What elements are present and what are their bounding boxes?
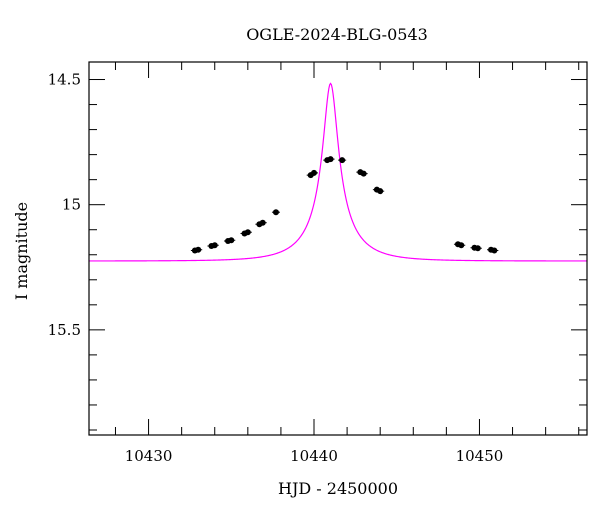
axis-tick-labels: 10430 10440 10450 14.5 15 15.5 — [48, 71, 504, 465]
y-tick-label: 15 — [62, 196, 81, 214]
data-point — [311, 169, 318, 176]
y-tick-label: 15.5 — [48, 321, 81, 339]
data-point — [474, 245, 481, 252]
data-point — [458, 242, 465, 249]
data-point — [211, 242, 218, 249]
data-point — [228, 237, 235, 244]
data-point — [360, 170, 367, 177]
data-point — [339, 157, 346, 164]
plot-frame — [88, 61, 588, 436]
model-curve — [89, 82, 587, 262]
x-tick-label: 10450 — [456, 447, 504, 465]
x-axis-title: HJD - 2450000 — [278, 479, 398, 498]
data-point — [259, 219, 266, 226]
data-point — [244, 229, 251, 236]
data-points — [190, 156, 499, 254]
data-point — [272, 209, 279, 216]
x-tick-label: 10430 — [125, 447, 173, 465]
y-tick-label: 14.5 — [48, 71, 81, 89]
data-point — [195, 246, 202, 253]
chart-title: OGLE-2024-BLG-0543 — [246, 25, 428, 44]
axis-ticks — [89, 62, 587, 435]
data-point — [327, 156, 334, 163]
data-point — [377, 188, 384, 195]
y-axis-title: I magnitude — [12, 202, 31, 300]
x-tick-label: 10440 — [290, 447, 338, 465]
data-point — [491, 247, 498, 254]
